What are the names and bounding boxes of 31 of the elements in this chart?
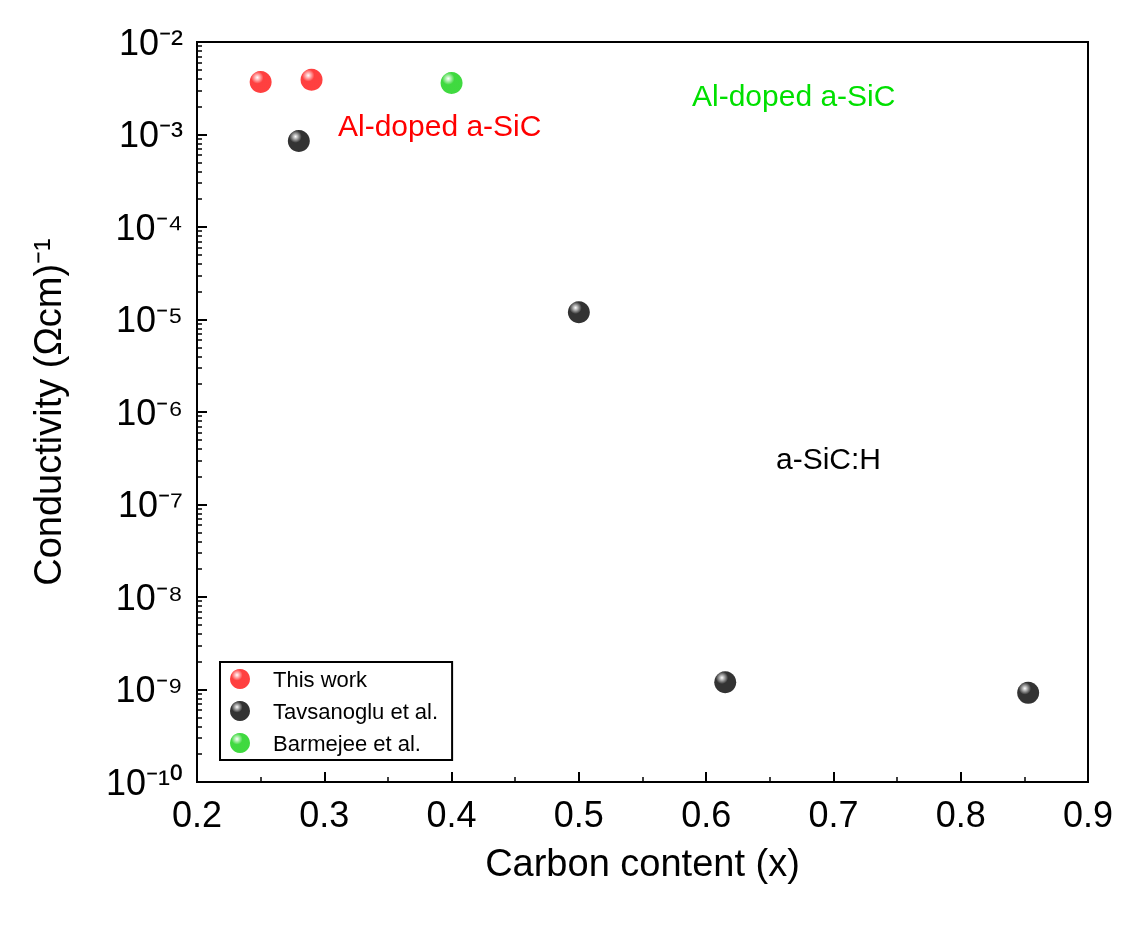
y-tick-label: 10⁻⁴ [115, 206, 183, 248]
legend-label: Barmejee et al. [273, 730, 421, 756]
point [714, 671, 737, 694]
x-tick-label: 0.8 [935, 793, 986, 835]
x-tick-label: 0.4 [426, 793, 477, 835]
y-tick-label: 10⁻⁵ [116, 299, 183, 340]
y-tick-label: 10⁻⁶ [116, 391, 183, 433]
point [249, 70, 272, 93]
y-tick-label: 10⁻⁷ [117, 484, 183, 525]
point [440, 72, 463, 95]
x-axis-title: Carbon content (x) [485, 842, 800, 884]
y-tick-label: 10⁻⁸ [115, 576, 183, 618]
point [567, 301, 590, 324]
x-tick-label: 0.2 [171, 793, 223, 835]
legend-label: This work [273, 666, 369, 692]
point [300, 68, 323, 91]
point [287, 130, 310, 153]
y-tick-label: 10⁻² [118, 21, 184, 63]
x-tick-label: 0.5 [553, 793, 604, 835]
x-tick-label: 0.7 [808, 793, 859, 835]
y-tick-label: 10⁻⁹ [115, 669, 183, 710]
legend-label: Tavsanoglu et al. [273, 698, 439, 724]
annotation: Al-doped a-SiC [338, 108, 542, 142]
y-tick-label: 10⁻³ [118, 114, 184, 155]
point [1017, 681, 1040, 704]
annotation: a-SiC:H [776, 441, 882, 475]
annotation: Al-doped a-SiC [692, 78, 896, 112]
y-axis-title: Conductivity (Ωcm)⁻¹ [27, 238, 69, 586]
x-tick-label: 0.9 [1062, 793, 1114, 835]
x-tick-label: 0.3 [299, 793, 350, 835]
x-tick-label: 0.6 [681, 793, 732, 835]
